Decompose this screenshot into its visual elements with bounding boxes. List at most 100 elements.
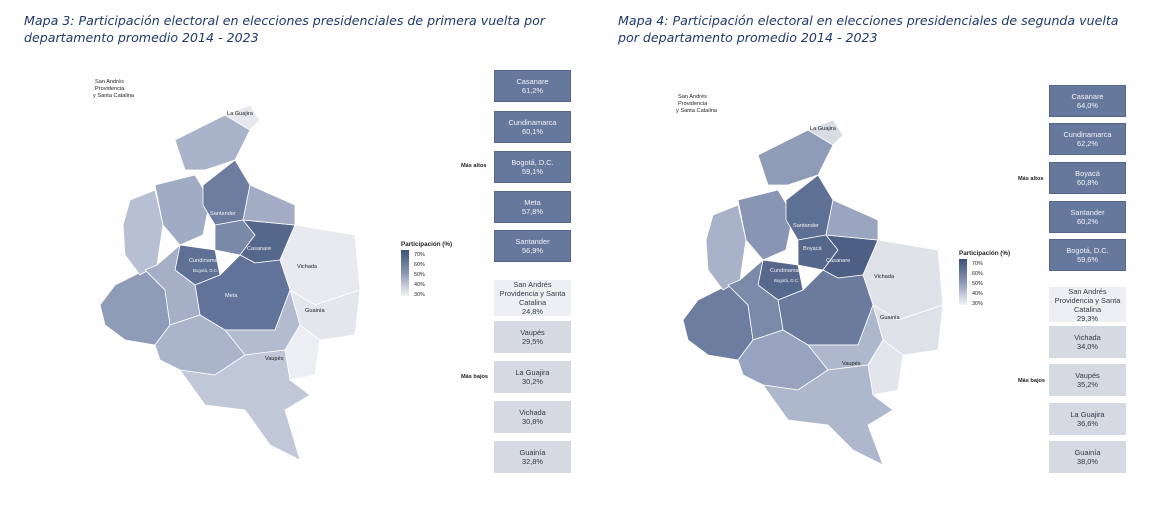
high-group-label: Más altos	[1018, 176, 1044, 182]
region-antioquia	[737, 189, 794, 261]
department-value: 59,6%	[1077, 255, 1098, 264]
top-department-box: Casanare 61,2%	[494, 70, 571, 102]
colombia-map: San Andrés Providencia y Santa Catalina …	[676, 94, 944, 466]
department-name: Vaupés	[520, 328, 545, 337]
department-value: 30,8%	[522, 417, 543, 426]
department-value: 60,2%	[1077, 217, 1098, 226]
map-label-santander: Santander	[793, 223, 819, 229]
map-label-casanare: Casanare	[826, 258, 850, 264]
department-name: Bogotá, D.C.	[1066, 246, 1109, 255]
department-value: 29,5%	[522, 337, 543, 346]
region-santander	[785, 174, 834, 241]
bottom-department-box: Guainía 38,0%	[1049, 441, 1126, 473]
map-label-san-andres-2: Providencia	[678, 101, 708, 107]
legend-tick: 50%	[414, 272, 425, 278]
department-name: San Andrés Providencia y Santa Catalina	[499, 280, 566, 307]
map-title: Mapa 3: Participación electoral en elecc…	[24, 13, 545, 45]
map-panel-second-round: Mapa 4: Participación electoral en elecc…	[590, 0, 1164, 510]
department-value: 30,2%	[522, 377, 543, 386]
department-value: 36,6%	[1077, 419, 1098, 428]
map-title: Mapa 4: Participación electoral en elecc…	[618, 13, 1119, 45]
region-arauca	[242, 184, 296, 226]
map-panel-first-round: Mapa 3: Participación electoral en elecc…	[24, 13, 571, 473]
map-label-san-andres: San Andrés	[95, 79, 124, 85]
map-label-la-guajira: La Guajira	[227, 111, 254, 117]
legend: Participación (%) 70% 60% 50% 40% 30%	[959, 250, 1029, 314]
legend-title: Participación (%)	[401, 241, 453, 248]
department-value: 62,2%	[1077, 139, 1098, 148]
map-label-bogota: Bogotá, D.C.	[774, 278, 799, 283]
top-department-box: Santander 60,2%	[1049, 201, 1126, 233]
bottom-department-box: Vichada 30,8%	[494, 401, 571, 433]
region-la-guajira	[224, 104, 261, 131]
map-label-guainia: Guainía	[305, 308, 325, 314]
map-label-san-andres-3: y Santa Catalina	[676, 108, 718, 114]
top-department-box: Cundinamarca 60,1%	[494, 111, 571, 143]
department-name: Guainía	[1074, 448, 1101, 457]
low-group-label: Más bajos	[1018, 378, 1046, 384]
legend-tick: 40%	[414, 282, 425, 288]
legend-tick: 50%	[972, 281, 983, 287]
bottom-department-box: Vaupés 29,5%	[494, 321, 571, 353]
bottom-department-box: La Guajira 36,6%	[1049, 403, 1126, 435]
top-department-box: Bogotá, D.C. 59,6%	[1049, 239, 1126, 271]
top-department-box: Cundinamarca 62,2%	[1049, 123, 1126, 155]
legend-tick: 30%	[414, 292, 425, 298]
map-label-san-andres-3: y Santa Catalina	[93, 93, 135, 99]
department-name: Santander	[1070, 208, 1105, 217]
department-name: Meta	[524, 198, 541, 207]
bottom-department-box: La Guajira 30,2%	[494, 361, 571, 393]
map-label-vichada: Vichada	[874, 274, 895, 280]
legend-tick: 70%	[414, 252, 425, 258]
map-label-meta: Meta	[225, 293, 238, 299]
department-value: 38,0%	[1077, 457, 1098, 466]
bottom-department-box: Vichada 34,0%	[1049, 326, 1126, 358]
map-label-cundinamarca: Cundinamarca	[189, 258, 226, 264]
top-department-box: Meta 57,8%	[494, 191, 571, 223]
legend-tick: 60%	[414, 262, 425, 268]
top-department-box: Bogotá, D.C. 59,1%	[494, 151, 571, 183]
department-name: San Andrés Providencia y Santa Catalina	[1054, 286, 1121, 314]
department-name: Casanare	[1071, 92, 1104, 101]
colombia-map: San Andrés Providencia y Santa Catalina …	[93, 79, 361, 461]
region-amazonas	[179, 349, 311, 461]
department-value: 59,1%	[522, 167, 543, 176]
bottom-department-box: Guainía 32,8%	[494, 441, 571, 473]
region-arauca	[825, 199, 879, 241]
department-value: 60,1%	[522, 127, 543, 136]
region-la-guajira	[807, 119, 844, 146]
region-amazonas	[762, 364, 894, 466]
map-label-casanare: Casanare	[247, 246, 271, 252]
department-value: 32,8%	[522, 457, 543, 466]
department-name: Casanare	[516, 77, 549, 86]
department-name: Guainía	[519, 448, 546, 457]
top-department-box: Boyacá 60,8%	[1049, 162, 1126, 194]
department-name: La Guajira	[515, 368, 550, 377]
map-label-vaupes: Vaupés	[265, 356, 284, 362]
map-label-vaupes: Vaupés	[842, 361, 861, 367]
legend-tick: 40%	[972, 291, 983, 297]
bottom-department-box: San Andrés Providencia y Santa Catalina 2…	[1049, 286, 1126, 323]
map-label-cundinamarca: Cundinamarca	[770, 268, 807, 274]
department-value: 64,0%	[1077, 101, 1098, 110]
department-name: Cundinamarca	[508, 118, 557, 127]
department-name: Cundinamarca	[1063, 130, 1112, 139]
department-value: 35,2%	[1077, 380, 1098, 389]
department-value: 57,8%	[522, 207, 543, 216]
legend-gradient	[959, 259, 967, 305]
department-name: Santander	[515, 237, 550, 246]
bottom-department-box: Vaupés 35,2%	[1049, 364, 1126, 396]
department-name: Boyacá	[1075, 169, 1100, 178]
legend-tick: 70%	[972, 261, 983, 267]
department-name: Vaupés	[1075, 371, 1100, 380]
region-antioquia	[154, 174, 211, 246]
department-name: La Guajira	[1070, 410, 1105, 419]
department-value: 34,0%	[1077, 342, 1098, 351]
department-value: 60,8%	[1077, 178, 1098, 187]
legend-tick: 30%	[972, 301, 983, 307]
department-value: 61,2%	[522, 86, 543, 95]
department-value: 24,8%	[522, 307, 543, 316]
bottom-department-box: San Andrés Providencia y Santa Catalina 2…	[494, 280, 571, 316]
map-label-la-guajira: La Guajira	[810, 126, 837, 132]
map-label-boyaca: Boyacá	[803, 246, 823, 252]
